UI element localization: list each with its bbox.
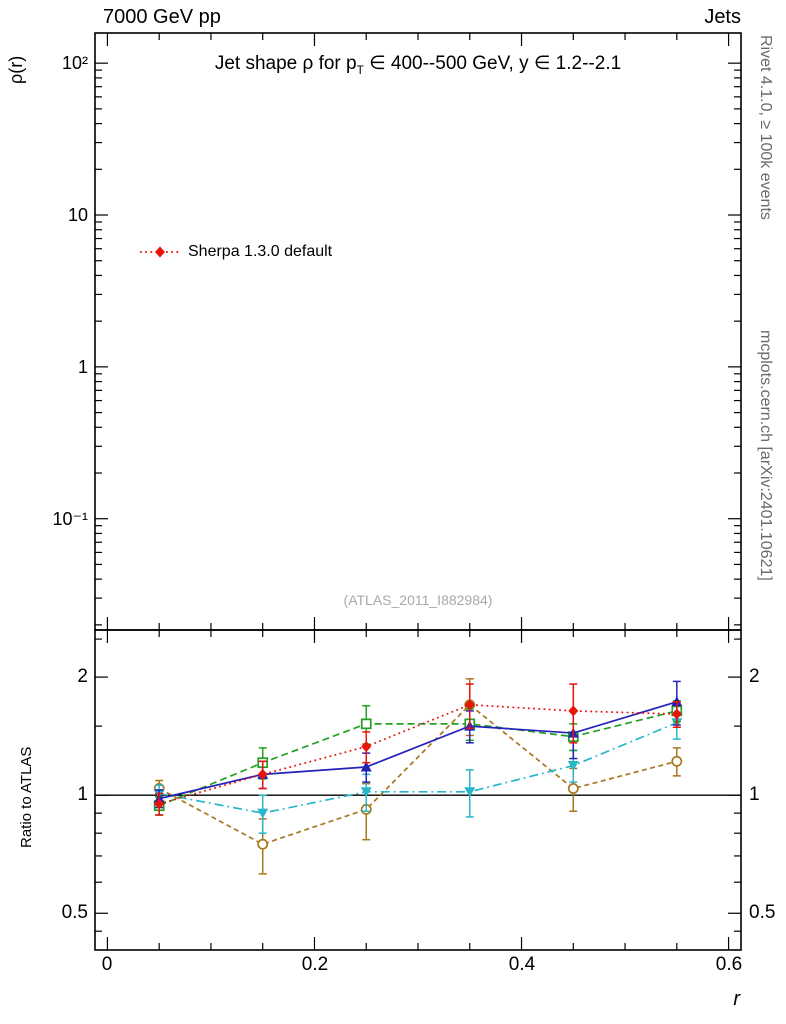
ratio-y-tick-label-left: 2 bbox=[77, 666, 88, 687]
analysis-id-watermark: (ATLAS_2011_I882984) bbox=[343, 592, 493, 608]
ratio-y-tick-label-left: 1 bbox=[77, 784, 88, 805]
main-y-tick-label: 1 bbox=[77, 357, 88, 377]
main-y-axis-label: ρ(r) bbox=[6, 55, 26, 84]
main-y-tick-label: 10 bbox=[67, 205, 88, 225]
rivet-version-note: Rivet 4.1.0, ≥ 100k events bbox=[757, 35, 774, 220]
mcplots-citation-note: mcplots.cern.ch [arXiv:2401.10621] bbox=[757, 330, 774, 581]
ratio-y-tick-label-right: 1 bbox=[749, 784, 760, 805]
analysis-group-label: Jets bbox=[704, 6, 741, 28]
plot-title-pre: Jet shape ρ for p bbox=[214, 53, 357, 74]
x-tick-label: 0.2 bbox=[301, 954, 329, 975]
ratio-y-tick-label-left: 0.5 bbox=[61, 902, 88, 923]
x-tick-label: 0 bbox=[101, 954, 113, 975]
main-y-tick-label: 10² bbox=[61, 53, 88, 73]
beam-energy-label: 7000 GeV pp bbox=[103, 6, 221, 28]
x-tick-label: 0.4 bbox=[508, 954, 536, 975]
main-y-tick-label: 10⁻¹ bbox=[52, 509, 88, 529]
plot-title: Jet shape ρ for pT ∈ 400--500 GeV, y ∈ 1… bbox=[95, 52, 741, 77]
plot-title-subscript: T bbox=[356, 63, 364, 77]
plot-title-post: ∈ 400--500 GeV, y ∈ 1.2--2.1 bbox=[363, 53, 622, 74]
x-tick-label: 0.6 bbox=[715, 954, 743, 975]
ratio-y-axis-label: Ratio to ATLAS bbox=[18, 746, 35, 848]
ratio-y-tick-label-right: 2 bbox=[749, 666, 760, 687]
ratio-y-tick-label-right: 0.5 bbox=[749, 902, 776, 923]
legend-entry-label: Sherpa 1.3.0 default bbox=[188, 243, 333, 260]
x-axis-label: r bbox=[733, 988, 740, 1010]
